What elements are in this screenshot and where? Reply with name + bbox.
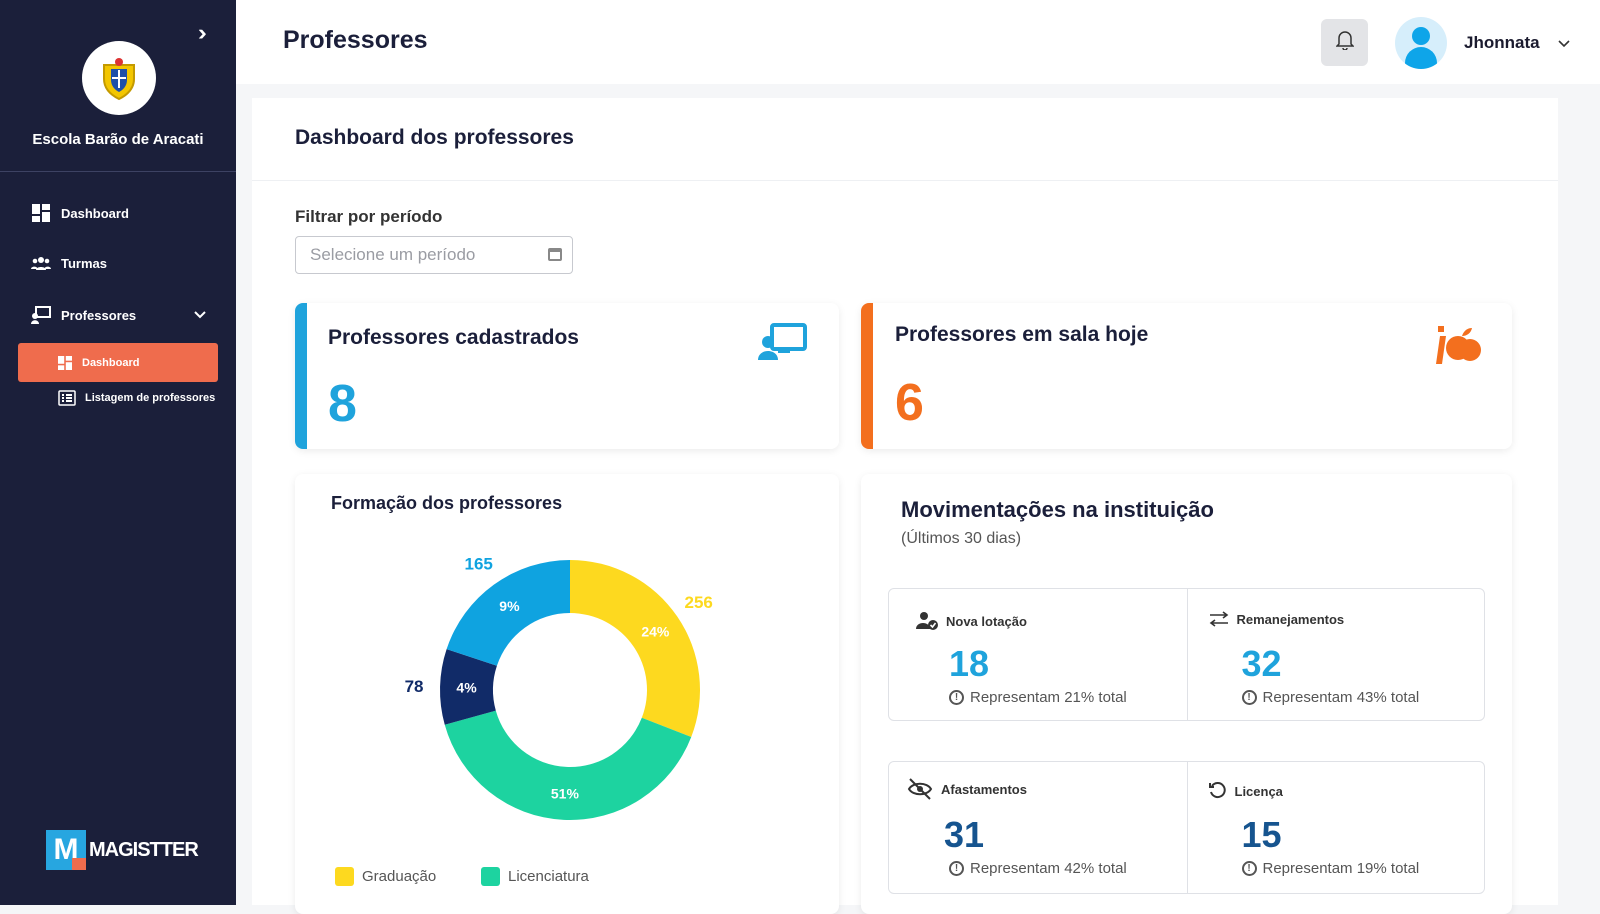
slice-percent-label: 51% [551,785,580,801]
chevron-down-icon[interactable] [1558,36,1570,51]
slice-value-label: 256 [685,593,713,612]
sidebar-item-turmas[interactable]: Turmas [0,253,236,273]
formacao-card [295,474,839,914]
stat-value: 6 [895,374,924,432]
subnav-item-listagem[interactable]: Listagem de professores [0,390,236,406]
swap-arrows-icon [1209,611,1229,627]
donut-chart: 24% 256 51% 330 4% 78 9% 165 [405,555,713,840]
subnav-item-label: Listagem de professores [85,392,216,404]
user-name[interactable]: Jhonnata [1464,33,1540,52]
legend-label: Graduação [362,868,437,885]
card-accent [295,303,307,449]
stat-title: Professores em sala hoje [895,323,1149,346]
movement-note: Representam 21% total [970,689,1127,706]
movimentacoes-title: Movimentações na instituição [901,497,1214,522]
movement-afastamentos: Afastamentos 31 ! Representam 42% total [889,762,1187,893]
donut-slice[interactable] [570,560,700,737]
user-check-icon [916,611,938,631]
sidebar-item-label: Turmas [61,255,107,271]
movement-value: 18 [949,643,990,684]
teacher-board-icon [31,305,51,325]
apple-icon [1434,322,1482,371]
movement-value: 15 [1241,814,1282,855]
sidebar: ›› Escola Barão de Aracati Dashboard Tur… [0,0,236,905]
card-accent [861,303,873,449]
sidebar-divider [0,171,236,172]
sidebar-item-dashboard[interactable]: Dashboard [0,203,236,223]
period-filter-input[interactable]: Selecione um período [295,236,573,274]
panel-divider [252,180,1558,181]
movement-note: Representam 43% total [1262,689,1420,706]
teacher-board-icon [758,322,808,367]
movement-licenca: Licença 15 ! Representam 19% total [1187,762,1485,893]
history-icon [1208,782,1227,800]
topbar [236,0,1600,84]
subnav-item-dashboard[interactable]: Dashboard [18,343,218,382]
filter-label: Filtrar por período [295,207,443,226]
stat-title: Professores cadastrados [328,326,579,349]
notifications-button[interactable] [1321,19,1368,66]
slice-value-label: 330 [548,837,576,840]
legend-item-graduacao: Graduação [335,867,436,886]
slice-percent-label: 4% [456,679,477,695]
movement-label: Remanejamentos [1236,611,1345,627]
chart-title: Formação dos professores [331,493,563,513]
movement-remanejamentos: Remanejamentos 32 ! Representam 43% tota… [1187,589,1485,720]
collapse-sidebar-icon[interactable]: ›› [198,20,206,45]
movement-value: 32 [1241,643,1282,684]
eye-off-icon [907,778,933,800]
donut-slice[interactable] [444,710,692,820]
bell-icon [1334,30,1355,55]
slice-value-label: 165 [465,555,493,574]
movement-row-2: Afastamentos 31 ! Representam 42% total … [888,761,1485,894]
info-icon: ! [1241,861,1257,876]
movement-note: Representam 19% total [1262,860,1420,877]
slice-percent-label: 9% [499,598,520,614]
legend-swatch [481,867,500,886]
avatar[interactable] [1395,17,1447,69]
legend-item-licenciatura: Licenciatura [481,867,589,886]
magistter-logo: M MAGISTTER [46,830,199,870]
sidebar-item-label: Professores [61,307,137,323]
stat-card-cadastrados [295,303,839,449]
movement-row-1: Nova lotação 18 ! Representam 21% total … [888,588,1485,721]
movement-label: Licença [1234,783,1283,799]
subnav-item-label: Dashboard [82,356,140,369]
stat-card-em-sala [861,303,1512,449]
dashboard-icon [31,203,51,223]
chevron-down-icon[interactable] [194,308,206,322]
users-icon [31,253,51,273]
movimentacoes-subtitle: (Últimos 30 dias) [901,530,1022,547]
brand-mark: M [46,830,86,870]
period-placeholder: Selecione um período [310,245,476,264]
movement-note: Representam 42% total [970,860,1127,877]
donut-slice[interactable] [440,649,497,725]
calendar-icon[interactable] [548,248,562,261]
legend-label: Licenciatura [508,868,589,885]
school-name: Escola Barão de Aracati [32,131,204,148]
donut-slice[interactable] [446,560,570,666]
movement-label: Nova lotação [946,613,1027,629]
info-icon: ! [949,861,964,876]
sidebar-item-label: Dashboard [61,205,129,221]
page-title: Professores [283,26,428,54]
slice-percent-label: 24% [641,624,670,640]
info-icon: ! [1241,690,1257,705]
sidebar-item-professores[interactable]: Professores [0,305,236,325]
dashboard-icon [58,355,72,370]
list-icon [58,390,76,406]
school-logo [82,41,156,115]
movement-value: 31 [944,814,985,855]
movement-label: Afastamentos [941,781,1027,797]
info-icon: ! [949,690,964,705]
stat-value: 8 [328,375,357,433]
panel-title: Dashboard dos professores [295,126,574,149]
brand-name: MAGISTTER [89,838,199,861]
movement-nova-lotacao: Nova lotação 18 ! Representam 21% total [889,589,1187,720]
slice-value-label: 78 [405,677,424,696]
legend-swatch [335,867,354,886]
